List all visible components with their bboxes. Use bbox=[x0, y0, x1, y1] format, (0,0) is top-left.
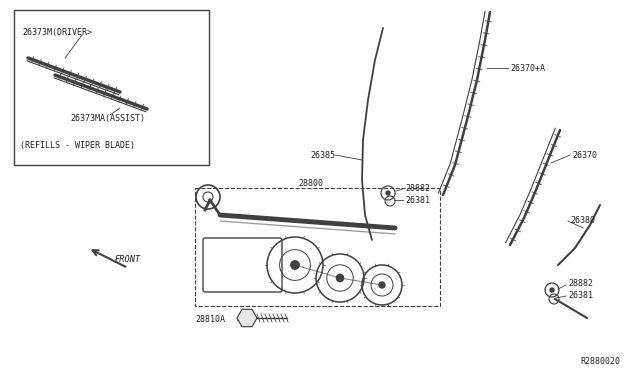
Text: FRONT: FRONT bbox=[115, 256, 141, 264]
Bar bbox=[14, 10, 209, 165]
Text: 26381: 26381 bbox=[405, 196, 430, 205]
Text: 28882: 28882 bbox=[568, 279, 593, 289]
Circle shape bbox=[550, 288, 554, 292]
Text: 26373MA(ASSIST): 26373MA(ASSIST) bbox=[70, 113, 145, 122]
Text: R2880020: R2880020 bbox=[580, 357, 620, 366]
Text: 26385: 26385 bbox=[310, 151, 335, 160]
Text: 26370+A: 26370+A bbox=[510, 64, 545, 73]
Text: 26370: 26370 bbox=[572, 151, 597, 160]
Bar bbox=[195, 188, 440, 306]
Text: (REFILLS - WIPER BLADE): (REFILLS - WIPER BLADE) bbox=[20, 141, 135, 150]
Circle shape bbox=[291, 261, 300, 269]
Text: 28810A: 28810A bbox=[195, 315, 225, 324]
Text: 26381: 26381 bbox=[568, 292, 593, 301]
Text: 28882: 28882 bbox=[405, 183, 430, 192]
Circle shape bbox=[337, 275, 344, 282]
Polygon shape bbox=[237, 310, 257, 327]
Text: 26380: 26380 bbox=[570, 215, 595, 224]
Text: 26373M(DRIVER>: 26373M(DRIVER> bbox=[22, 28, 92, 36]
Circle shape bbox=[386, 191, 390, 195]
Circle shape bbox=[379, 282, 385, 288]
Text: 28800: 28800 bbox=[298, 179, 323, 187]
